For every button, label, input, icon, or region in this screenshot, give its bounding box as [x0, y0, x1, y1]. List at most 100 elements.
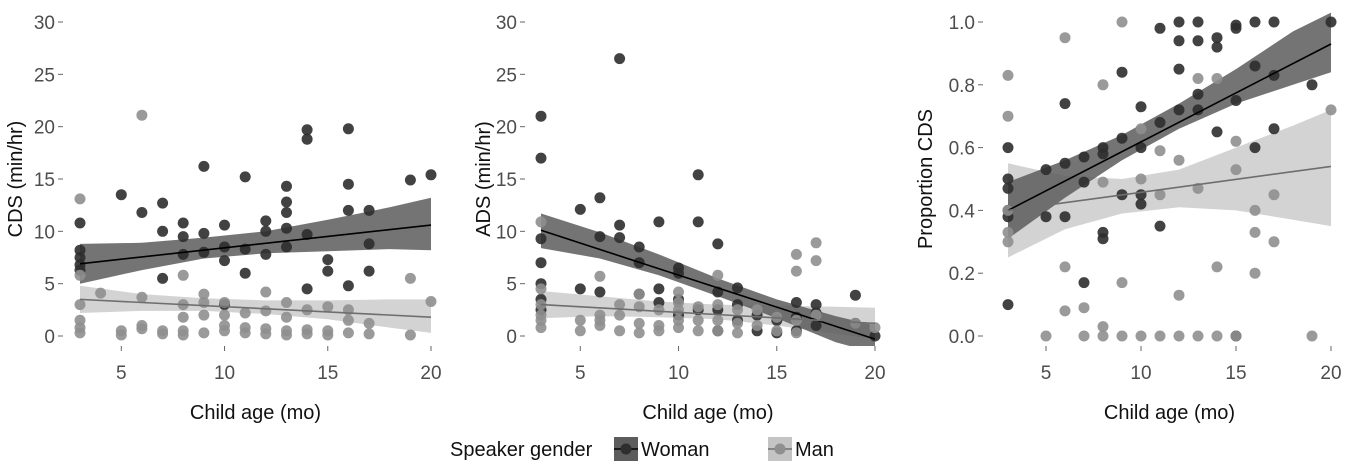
data-point-woman [535, 233, 547, 245]
data-point-woman [574, 283, 586, 295]
fit-line-man [1007, 165, 1332, 212]
data-point-man [1249, 267, 1261, 279]
data-point-man [1040, 330, 1052, 342]
data-point-woman [1192, 35, 1204, 47]
data-point-man [1230, 135, 1242, 147]
data-point-man [673, 322, 684, 334]
data-point-woman [425, 169, 437, 181]
data-point-man [692, 301, 704, 313]
y-axis-title: ADS (min/hr) [473, 121, 495, 237]
fit-line-woman [1007, 43, 1332, 212]
data-point-woman [535, 257, 547, 269]
data-point-man [1135, 173, 1147, 185]
data-point-woman [1116, 66, 1128, 78]
data-point-man [136, 323, 148, 335]
data-point-woman [1135, 198, 1147, 210]
data-point-man [301, 304, 313, 316]
data-point-woman [633, 241, 645, 253]
data-point-woman [1135, 189, 1147, 201]
data-point-man [653, 304, 665, 316]
data-point-man [1325, 104, 1337, 116]
legend-label-man: Man [795, 439, 834, 461]
x-tick-label: 20 [420, 363, 441, 384]
y-tick-label: 0.8 [949, 76, 975, 97]
data-point-woman [810, 299, 822, 311]
data-point-man [219, 325, 230, 337]
data-point-man [810, 237, 822, 249]
data-point-man [157, 328, 169, 340]
data-point-woman [1002, 173, 1014, 185]
data-point-man [74, 269, 86, 281]
data-point-woman [849, 289, 861, 301]
legend-label-woman: Woman [641, 439, 710, 461]
data-point-woman [1268, 16, 1280, 28]
data-point-woman [1192, 104, 1204, 116]
data-point-woman [260, 215, 272, 227]
data-point-man [1249, 204, 1261, 216]
data-point-man [177, 311, 189, 323]
data-point-man [260, 286, 272, 298]
y-tick-label: 0 [506, 327, 517, 348]
data-point-woman [260, 225, 272, 237]
y-tick-label: 30 [496, 13, 517, 34]
data-point-man [1116, 277, 1128, 289]
data-point-woman [1078, 176, 1090, 188]
legend: Speaker gender Woman Man [450, 437, 834, 461]
data-point-woman [1002, 142, 1014, 154]
data-point-man [1097, 176, 1109, 188]
data-point-man [633, 317, 645, 329]
data-point-woman [1059, 98, 1071, 110]
y-tick-label: 0.2 [949, 264, 975, 285]
data-point-man [692, 314, 704, 326]
data-point-man [790, 327, 802, 339]
data-point-man [574, 325, 586, 337]
data-point-woman [1097, 233, 1109, 245]
data-point-woman [219, 219, 230, 231]
data-point-man [712, 314, 724, 326]
data-point-woman [301, 283, 313, 295]
data-point-woman [322, 265, 334, 277]
data-point-man [1230, 164, 1242, 176]
data-point-woman [614, 232, 626, 244]
x-tick-label: 20 [864, 363, 885, 384]
data-point-woman [1097, 148, 1109, 160]
x-tick-label: 5 [116, 363, 127, 384]
data-point-man [1002, 226, 1014, 238]
data-point-man [653, 325, 665, 337]
x-axis-title: Child age (mo) [642, 402, 773, 424]
data-point-man [1059, 261, 1071, 273]
y-tick-label: 20 [496, 118, 517, 139]
data-point-woman [1306, 79, 1318, 91]
data-point-woman [219, 255, 230, 267]
data-point-man [535, 283, 547, 295]
data-point-man [712, 325, 724, 337]
data-point-man [673, 304, 684, 316]
data-point-man [1192, 73, 1204, 84]
data-point-man [1002, 110, 1014, 122]
data-point-woman [74, 217, 86, 229]
data-point-man [363, 328, 375, 340]
data-point-woman [136, 207, 148, 218]
chart-panel-2: 0 5 10 15 20 25 30 5 10 15 20 Child age (mo) ADS (mi… [473, 13, 886, 424]
data-point-man [404, 329, 416, 341]
data-point-man [404, 272, 416, 284]
data-point-man [849, 317, 861, 329]
data-point-woman [692, 169, 704, 181]
y-axis-title: Proportion CDS [915, 109, 937, 249]
x-tick-label: 5 [575, 363, 586, 384]
data-point-woman [157, 197, 169, 209]
data-point-man [1173, 330, 1185, 342]
chart-panel-3: 0.0 0.2 0.4 0.6 0.8 1.0 5 10 15 20 Child age (mo) P… [915, 12, 1342, 424]
y-tick-label: 15 [34, 170, 55, 191]
data-point-woman [594, 231, 606, 243]
data-point-woman [1230, 22, 1242, 34]
data-point-woman [239, 267, 251, 279]
x-tick-label: 5 [1041, 363, 1052, 384]
y-tick-label: 25 [34, 65, 55, 86]
fit-line-man [540, 303, 876, 325]
data-point-woman [301, 133, 313, 145]
data-point-man [810, 255, 822, 267]
y-tick-label: 0.4 [949, 201, 976, 222]
data-point-man [732, 304, 743, 316]
data-point-man [260, 305, 272, 317]
